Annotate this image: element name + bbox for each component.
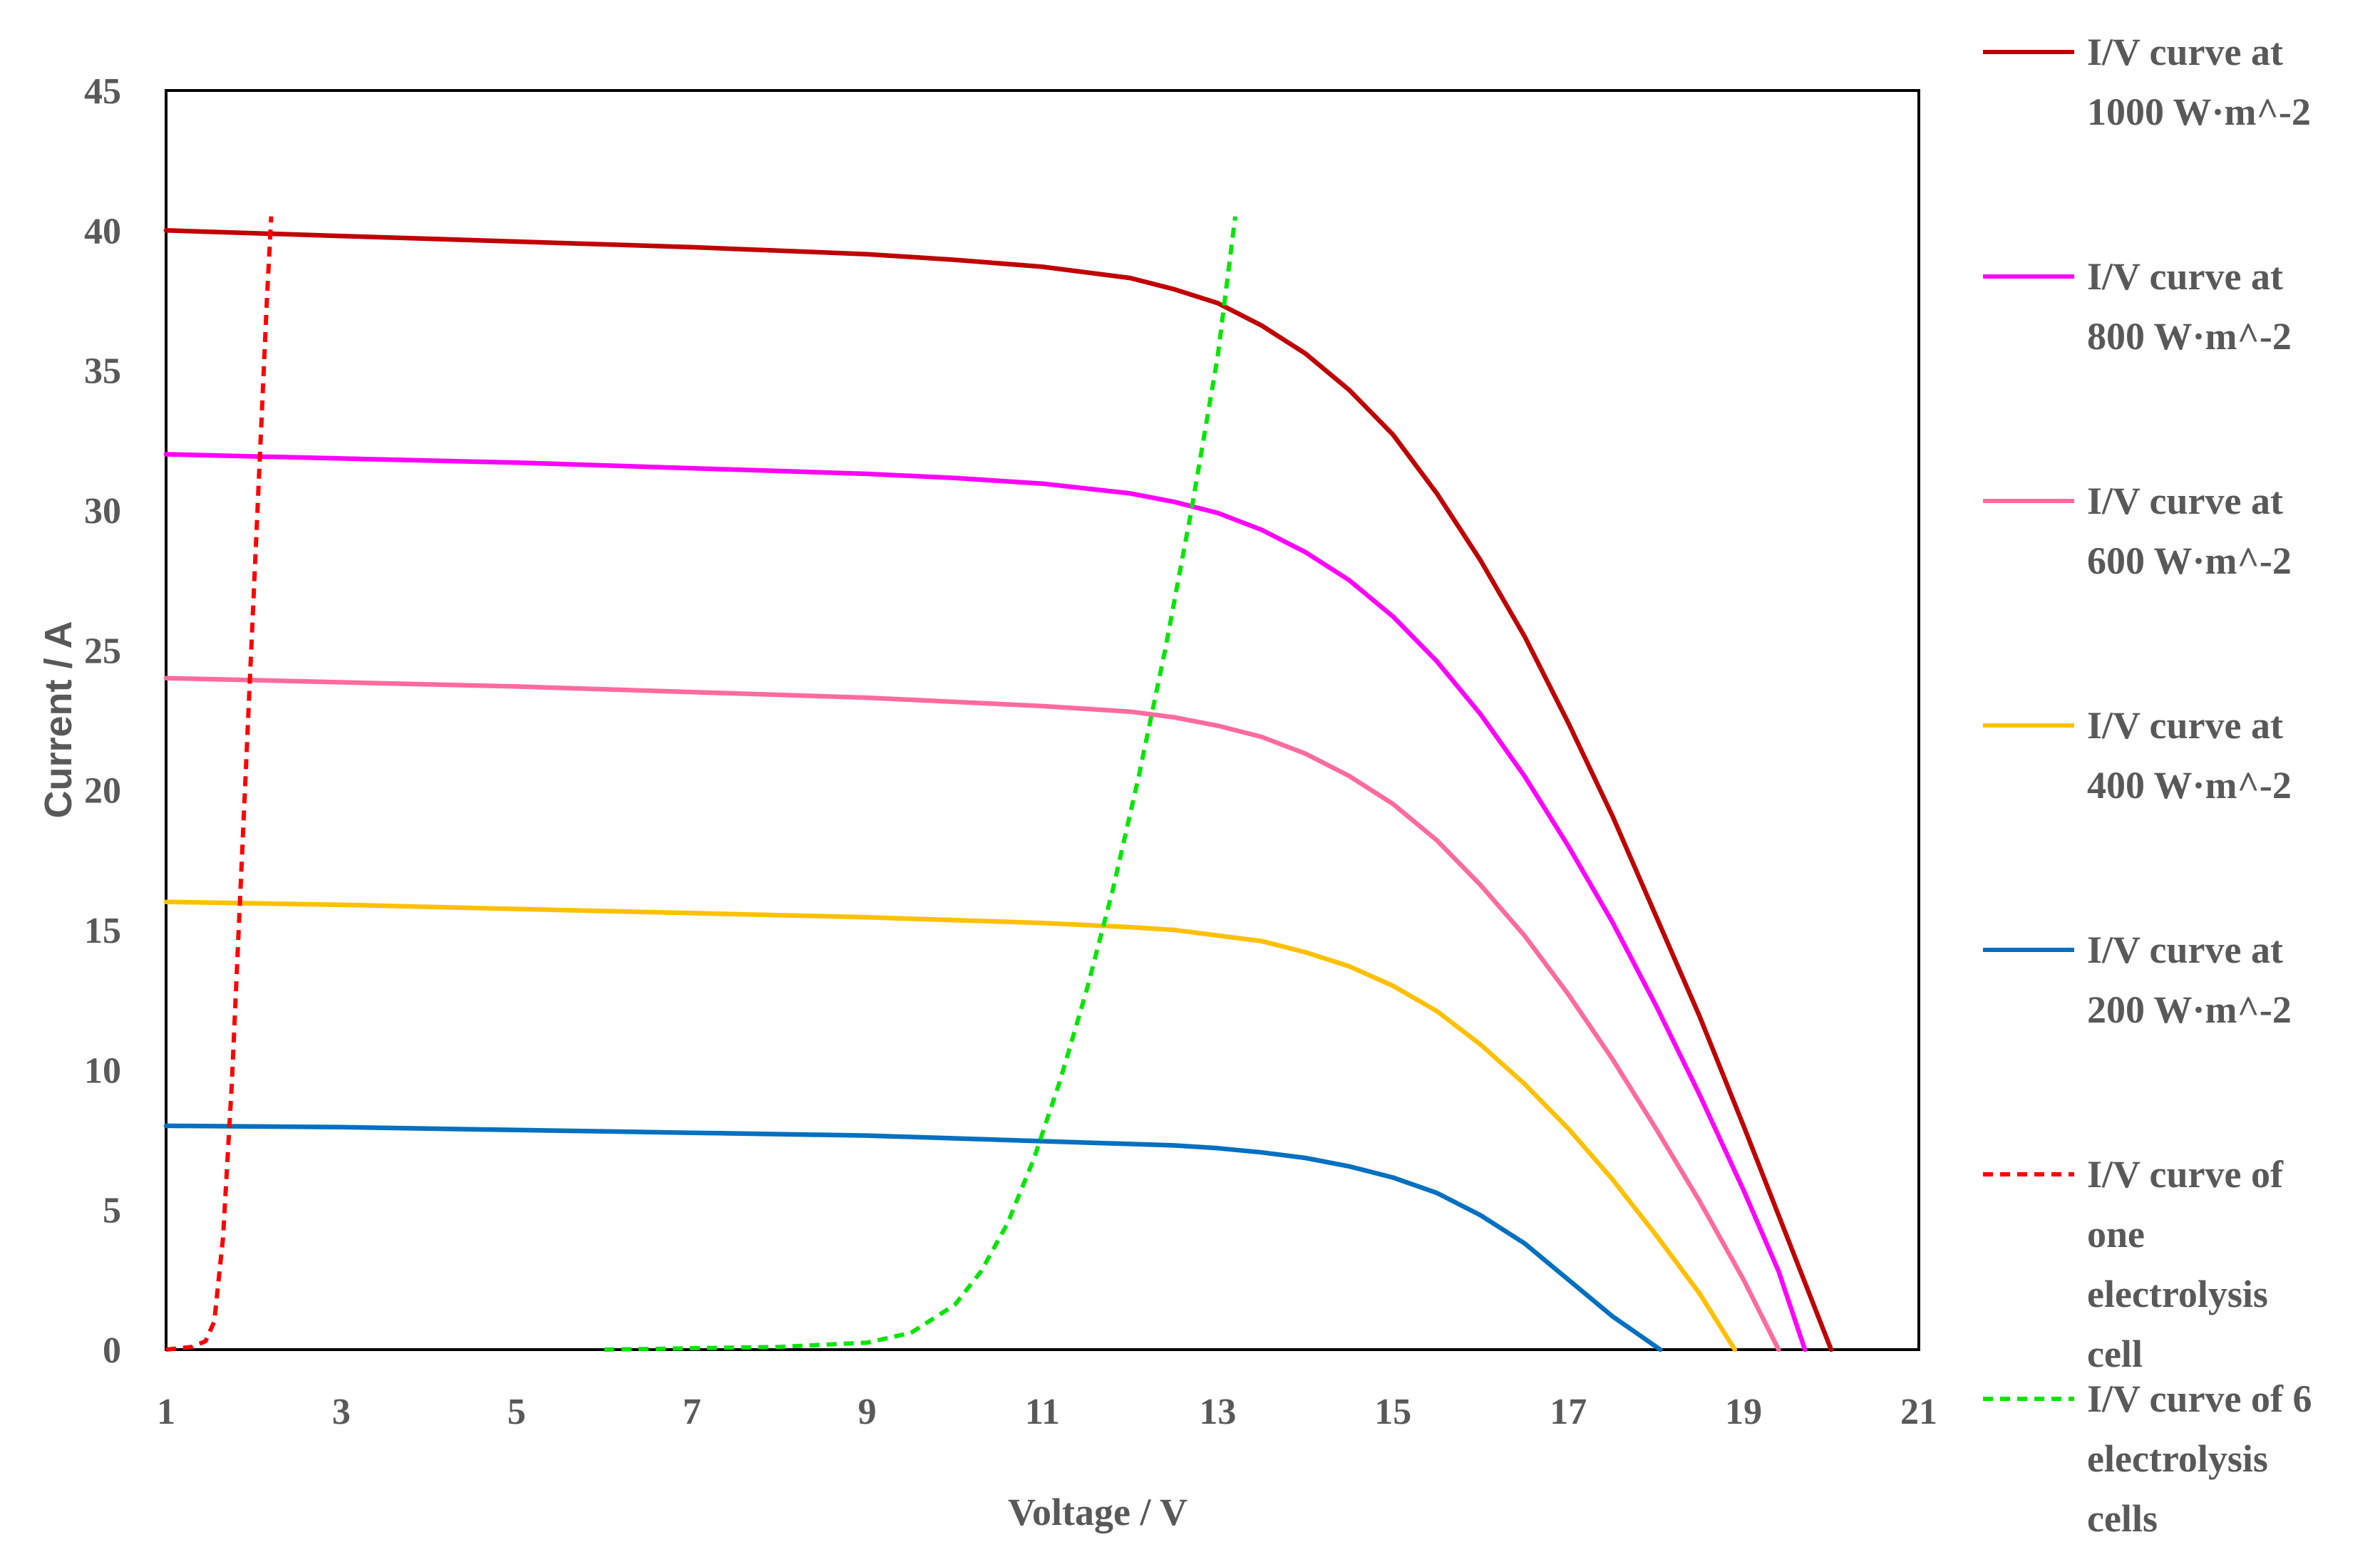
series-line (163, 228, 1834, 1352)
legend-label: electrolysis (2087, 1273, 2268, 1315)
y-tick-label: 35 (84, 351, 121, 392)
y-tick-label: 40 (84, 211, 121, 252)
series-line (163, 452, 1808, 1352)
legend-label: 800 W·m^-2 (2087, 315, 2292, 358)
legend-label: cells (2087, 1497, 2158, 1540)
x-tick-label: 17 (1550, 1392, 1587, 1432)
legend-label: electrolysis (2087, 1437, 2268, 1480)
legend-label: 400 W·m^-2 (2087, 764, 2292, 807)
series-line (163, 676, 1781, 1352)
legend: I/V curve at 1000 W·m^-2 I/V curve at 800 W… (1983, 31, 2312, 1540)
y-axis-ticks: 0 5 10 15 20 25 30 35 40 45 (84, 71, 121, 1371)
series-line (163, 1123, 1663, 1352)
y-tick-label: 30 (84, 491, 121, 532)
legend-label: 200 W·m^-2 (2087, 988, 2292, 1031)
y-axis-title: Current / A (37, 621, 80, 818)
legend-label: I/V curve at (2087, 255, 2283, 298)
x-tick-label: 19 (1725, 1392, 1762, 1432)
legend-label: I/V curve at (2087, 480, 2283, 522)
legend-label: I/V curve of 6 (2087, 1377, 2312, 1420)
x-tick-label: 7 (683, 1392, 701, 1432)
series-line (604, 216, 1237, 1352)
x-tick-label: 3 (332, 1392, 351, 1432)
series-line (165, 216, 274, 1352)
legend-label: one (2087, 1213, 2145, 1256)
x-axis-title: Voltage / V (1008, 1491, 1188, 1533)
legend-label: 1000 W·m^-2 (2087, 90, 2311, 133)
x-tick-label: 21 (1900, 1392, 1937, 1432)
y-tick-label: 5 (103, 1191, 121, 1231)
x-tick-label: 1 (157, 1392, 175, 1432)
x-axis-ticks: 1 3 5 7 9 11 13 15 17 19 21 (157, 1392, 1937, 1432)
x-tick-label: 13 (1199, 1392, 1236, 1432)
x-tick-label: 15 (1374, 1392, 1411, 1432)
legend-label: cell (2087, 1333, 2143, 1375)
y-tick-label: 45 (84, 71, 121, 112)
series-line (163, 899, 1738, 1352)
legend-label: I/V curve at (2087, 31, 2283, 73)
x-tick-label: 11 (1025, 1392, 1060, 1432)
legend-label: 600 W·m^-2 (2087, 539, 2292, 582)
legend-label: I/V curve at (2087, 928, 2283, 971)
legend-label: I/V curve of (2087, 1153, 2284, 1196)
plot-area (165, 89, 1920, 1351)
y-tick-label: 25 (84, 631, 121, 671)
y-tick-label: 15 (84, 911, 121, 951)
y-tick-label: 10 (84, 1050, 121, 1091)
x-tick-label: 9 (858, 1392, 877, 1432)
legend-label: I/V curve at (2087, 704, 2283, 747)
y-tick-label: 0 (103, 1330, 121, 1371)
series-layer (163, 216, 1834, 1352)
y-tick-label: 20 (84, 771, 121, 812)
x-tick-label: 5 (508, 1392, 526, 1432)
